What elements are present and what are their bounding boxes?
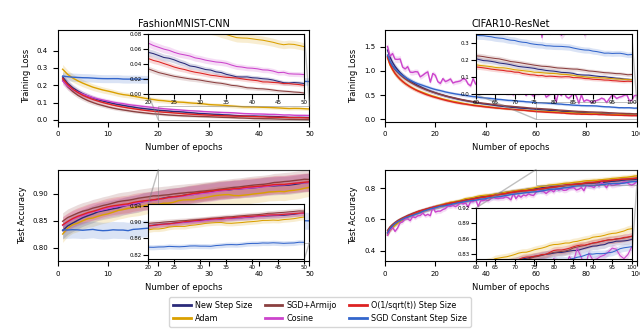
Bar — [158, 106, 309, 120]
Legend: New Step Size, Adam, SGD+Armijo, Cosine, O(1/sqrt(t)) Step Size, SGD Constant St: New Step Size, Adam, SGD+Armijo, Cosine,… — [170, 297, 470, 327]
Y-axis label: Training Loss: Training Loss — [22, 49, 31, 103]
X-axis label: Number of epochs: Number of epochs — [145, 283, 222, 292]
Bar — [158, 169, 309, 243]
Title: FashionMNIST-CNN: FashionMNIST-CNN — [138, 19, 230, 29]
Bar — [536, 169, 637, 185]
Y-axis label: Training Loss: Training Loss — [349, 49, 358, 103]
Title: CIFAR10-ResNet: CIFAR10-ResNet — [472, 19, 550, 29]
Y-axis label: Test Accuracy: Test Accuracy — [349, 187, 358, 244]
Bar — [536, 102, 637, 119]
Y-axis label: Test Accuracy: Test Accuracy — [17, 187, 27, 244]
X-axis label: Number of epochs: Number of epochs — [145, 143, 222, 152]
X-axis label: Number of epochs: Number of epochs — [472, 143, 550, 152]
X-axis label: Number of epochs: Number of epochs — [472, 283, 550, 292]
